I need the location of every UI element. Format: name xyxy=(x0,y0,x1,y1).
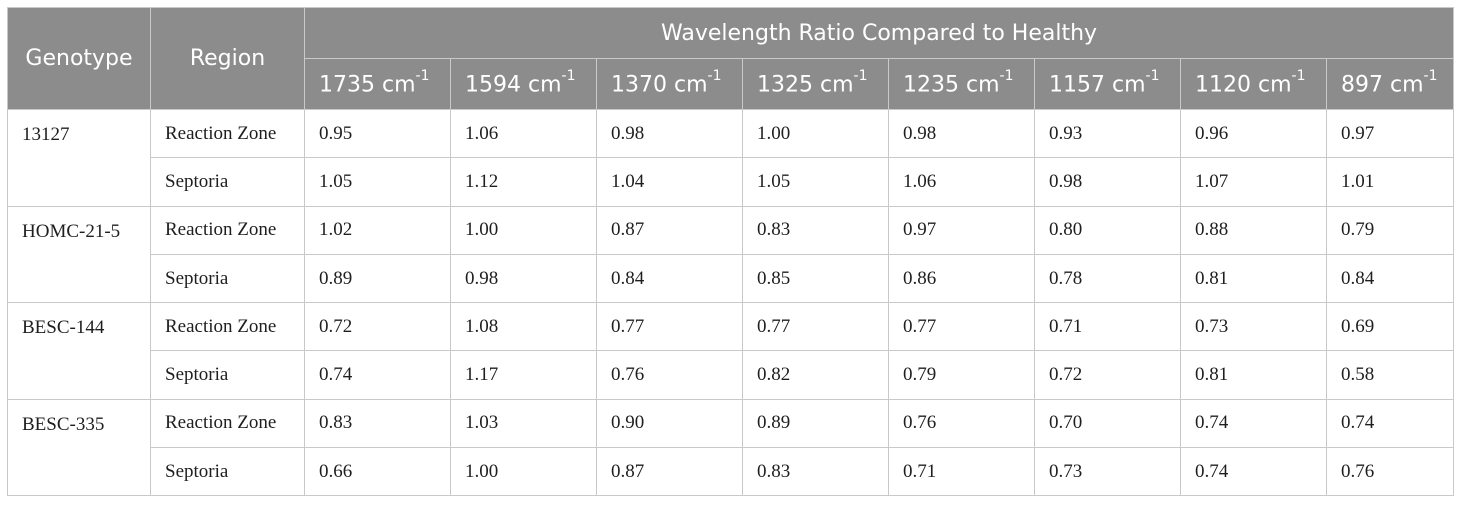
genotype-cell: BESC-144 xyxy=(7,302,151,400)
value-cell: 0.98 xyxy=(450,253,597,304)
value-cell: 0.70 xyxy=(1034,398,1181,449)
table-row: HOMC-21-5 Reaction Zone 1.02 1.00 0.87 0… xyxy=(7,205,1455,304)
value-cell: 1.02 xyxy=(304,205,451,255)
value-cell: 0.74 xyxy=(304,350,451,400)
value-cell: 0.76 xyxy=(596,350,743,400)
wavelength-header-1235: 1235 cm-1 xyxy=(888,58,1035,110)
table-row: BESC-335 Reaction Zone 0.83 1.03 0.90 0.… xyxy=(7,398,1455,497)
table-row: Septoria 0.89 0.98 0.84 0.85 0.86 0.78 0… xyxy=(8,253,1455,304)
wavelength-group-header: Wavelength Ratio Compared to Healthy xyxy=(303,7,1455,59)
region-cell: Septoria xyxy=(150,253,305,304)
region-cell: Septoria xyxy=(150,157,305,207)
value-cell: 0.72 xyxy=(1034,350,1181,400)
value-cell: 1.08 xyxy=(450,302,597,352)
value-cell: 0.98 xyxy=(596,108,743,159)
value-cell: 0.73 xyxy=(1034,447,1181,497)
table-row: Septoria 0.66 1.00 0.87 0.83 0.71 0.73 0… xyxy=(8,447,1455,497)
wavelength-ratio-table: Genotype Region Wavelength Ratio Compare… xyxy=(7,7,1455,497)
region-cell: Reaction Zone xyxy=(150,205,305,255)
value-cell: 0.93 xyxy=(1034,108,1181,159)
value-cell: 1.00 xyxy=(450,205,597,255)
table-row: 13127 Reaction Zone 0.95 1.06 0.98 1.00 … xyxy=(7,108,1455,207)
value-cell: 0.69 xyxy=(1325,302,1455,352)
value-cell: 0.83 xyxy=(742,205,889,255)
region-cell: Septoria xyxy=(150,447,305,497)
wavelength-header-1735: 1735 cm-1 xyxy=(304,58,451,110)
value-cell: 0.83 xyxy=(742,447,889,497)
value-cell: 0.74 xyxy=(1180,398,1327,449)
genotype-header: Genotype xyxy=(7,7,151,110)
value-cell: 0.74 xyxy=(1325,398,1455,449)
value-cell: 0.80 xyxy=(1034,205,1181,255)
value-cell: 0.77 xyxy=(742,302,889,352)
value-cell: 1.06 xyxy=(450,108,597,159)
table-header: Genotype Region Wavelength Ratio Compare… xyxy=(7,7,1455,110)
genotype-cell: BESC-335 xyxy=(7,398,151,497)
value-cell: 1.17 xyxy=(450,350,597,400)
value-cell: 0.95 xyxy=(304,108,451,159)
table-body: 13127 Reaction Zone 0.95 1.06 0.98 1.00 … xyxy=(7,108,1455,497)
value-cell: 0.89 xyxy=(304,253,451,304)
value-cell: 0.76 xyxy=(888,398,1035,449)
value-cell: 0.76 xyxy=(1325,447,1455,497)
wavelength-header-1325: 1325 cm-1 xyxy=(742,58,889,110)
value-cell: 0.98 xyxy=(888,108,1035,159)
value-cell: 0.71 xyxy=(1034,302,1181,352)
value-cell: 0.77 xyxy=(596,302,743,352)
genotype-cell: 13127 xyxy=(7,109,151,207)
value-cell: 0.66 xyxy=(304,447,451,497)
value-cell: 0.79 xyxy=(1325,205,1455,255)
value-cell: 0.87 xyxy=(596,205,743,255)
value-cell: 0.97 xyxy=(888,205,1035,255)
value-cell: 0.87 xyxy=(596,447,743,497)
value-cell: 0.82 xyxy=(742,350,889,400)
value-cell: 0.98 xyxy=(1034,157,1181,207)
value-cell: 1.01 xyxy=(1325,157,1455,207)
region-cell: Reaction Zone xyxy=(150,398,305,449)
value-cell: 0.74 xyxy=(1180,447,1327,497)
value-cell: 0.90 xyxy=(596,398,743,449)
genotype-cell: HOMC-21-5 xyxy=(7,205,151,304)
value-cell: 0.71 xyxy=(888,447,1035,497)
region-header: Region xyxy=(150,7,305,110)
value-cell: 0.78 xyxy=(1034,253,1181,304)
region-cell: Septoria xyxy=(150,350,305,400)
value-cell: 0.85 xyxy=(742,253,889,304)
region-cell: Reaction Zone xyxy=(150,108,305,159)
wavelength-header-1120: 1120 cm-1 xyxy=(1180,58,1327,110)
value-cell: 0.81 xyxy=(1180,350,1327,400)
value-cell: 0.96 xyxy=(1180,108,1327,159)
region-cell: Reaction Zone xyxy=(150,302,305,352)
value-cell: 0.77 xyxy=(888,302,1035,352)
value-cell: 1.05 xyxy=(742,157,889,207)
wavelength-header-897: 897 cm-1 xyxy=(1325,58,1455,110)
wavelength-header-1157: 1157 cm-1 xyxy=(1034,58,1181,110)
value-cell: 1.03 xyxy=(450,398,597,449)
value-cell: 0.86 xyxy=(888,253,1035,304)
value-cell: 0.89 xyxy=(742,398,889,449)
table-row: Septoria 1.05 1.12 1.04 1.05 1.06 0.98 1… xyxy=(8,157,1455,207)
value-cell: 0.81 xyxy=(1180,253,1327,304)
value-cell: 0.84 xyxy=(596,253,743,304)
table-row: Septoria 0.74 1.17 0.76 0.82 0.79 0.72 0… xyxy=(8,350,1455,400)
value-cell: 0.84 xyxy=(1325,253,1455,304)
value-cell: 0.83 xyxy=(304,398,451,449)
value-cell: 0.79 xyxy=(888,350,1035,400)
value-cell: 1.00 xyxy=(450,447,597,497)
value-cell: 0.58 xyxy=(1325,350,1455,400)
wavelength-header-1370: 1370 cm-1 xyxy=(596,58,743,110)
value-cell: 0.73 xyxy=(1180,302,1327,352)
value-cell: 1.06 xyxy=(888,157,1035,207)
table-row: BESC-144 Reaction Zone 0.72 1.08 0.77 0.… xyxy=(7,302,1455,400)
value-cell: 0.97 xyxy=(1325,108,1455,159)
value-cell: 1.04 xyxy=(596,157,743,207)
value-cell: 0.88 xyxy=(1180,205,1327,255)
value-cell: 1.07 xyxy=(1180,157,1327,207)
value-cell: 1.00 xyxy=(742,108,889,159)
wavelength-header-1594: 1594 cm-1 xyxy=(450,58,597,110)
value-cell: 1.12 xyxy=(450,157,597,207)
value-cell: 1.05 xyxy=(304,157,451,207)
value-cell: 0.72 xyxy=(304,302,451,352)
